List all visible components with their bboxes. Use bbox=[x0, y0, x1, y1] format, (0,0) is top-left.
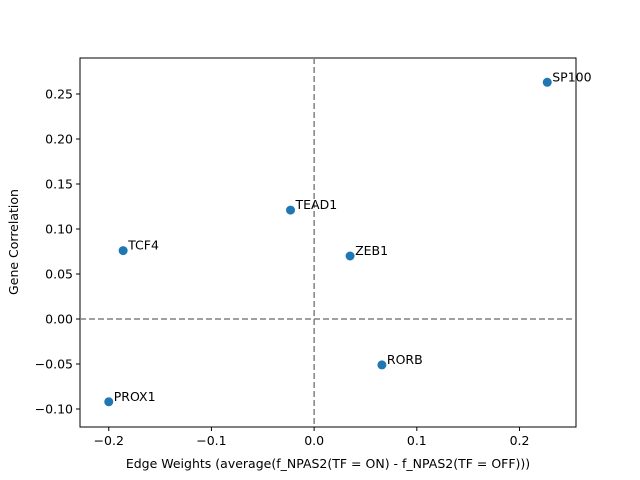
data-points bbox=[104, 77, 552, 407]
x-axis-ticks: −0.2 −0.1 0.0 0.1 0.2 bbox=[94, 427, 530, 448]
data-point-rorb bbox=[377, 360, 387, 370]
y-tick-label: −0.10 bbox=[35, 402, 73, 417]
data-point-prox1 bbox=[104, 397, 114, 407]
y-tick-label: 0.15 bbox=[45, 177, 73, 192]
x-tick-label: 0.1 bbox=[407, 433, 427, 448]
data-point-tead1 bbox=[286, 205, 296, 215]
x-tick-label: −0.1 bbox=[196, 433, 226, 448]
reference-lines bbox=[80, 58, 576, 427]
y-tick-label: 0.20 bbox=[45, 132, 73, 147]
y-axis-label: Gene Correlation bbox=[6, 189, 21, 295]
point-label-prox1: PROX1 bbox=[114, 389, 156, 404]
point-label-sp100: SP100 bbox=[552, 69, 591, 84]
y-tick-label: 0.25 bbox=[45, 87, 73, 102]
x-tick-label: 0.0 bbox=[304, 433, 324, 448]
y-tick-label: 0.10 bbox=[45, 222, 73, 237]
y-tick-label: −0.05 bbox=[35, 357, 73, 372]
y-tick-label: 0.00 bbox=[45, 312, 73, 327]
data-point-sp100 bbox=[542, 77, 552, 87]
point-labels: SP100 TEAD1 TCF4 ZEB1 RORB PROX1 bbox=[114, 69, 592, 404]
y-tick-label: 0.05 bbox=[45, 267, 73, 282]
plot-area-frame bbox=[79, 57, 577, 428]
data-point-zeb1 bbox=[345, 251, 355, 261]
x-tick-label: −0.2 bbox=[94, 433, 124, 448]
y-axis-ticks: −0.10 −0.05 0.00 0.05 0.10 0.15 0.20 0.25 bbox=[35, 87, 80, 417]
point-label-zeb1: ZEB1 bbox=[355, 243, 388, 258]
point-label-tcf4: TCF4 bbox=[127, 238, 159, 253]
x-axis-label: Edge Weights (average(f_NPAS2(TF = ON) -… bbox=[126, 456, 530, 471]
data-point-tcf4 bbox=[118, 246, 128, 256]
point-label-rorb: RORB bbox=[387, 352, 423, 367]
point-label-tead1: TEAD1 bbox=[295, 197, 338, 212]
x-tick-label: 0.2 bbox=[510, 433, 530, 448]
